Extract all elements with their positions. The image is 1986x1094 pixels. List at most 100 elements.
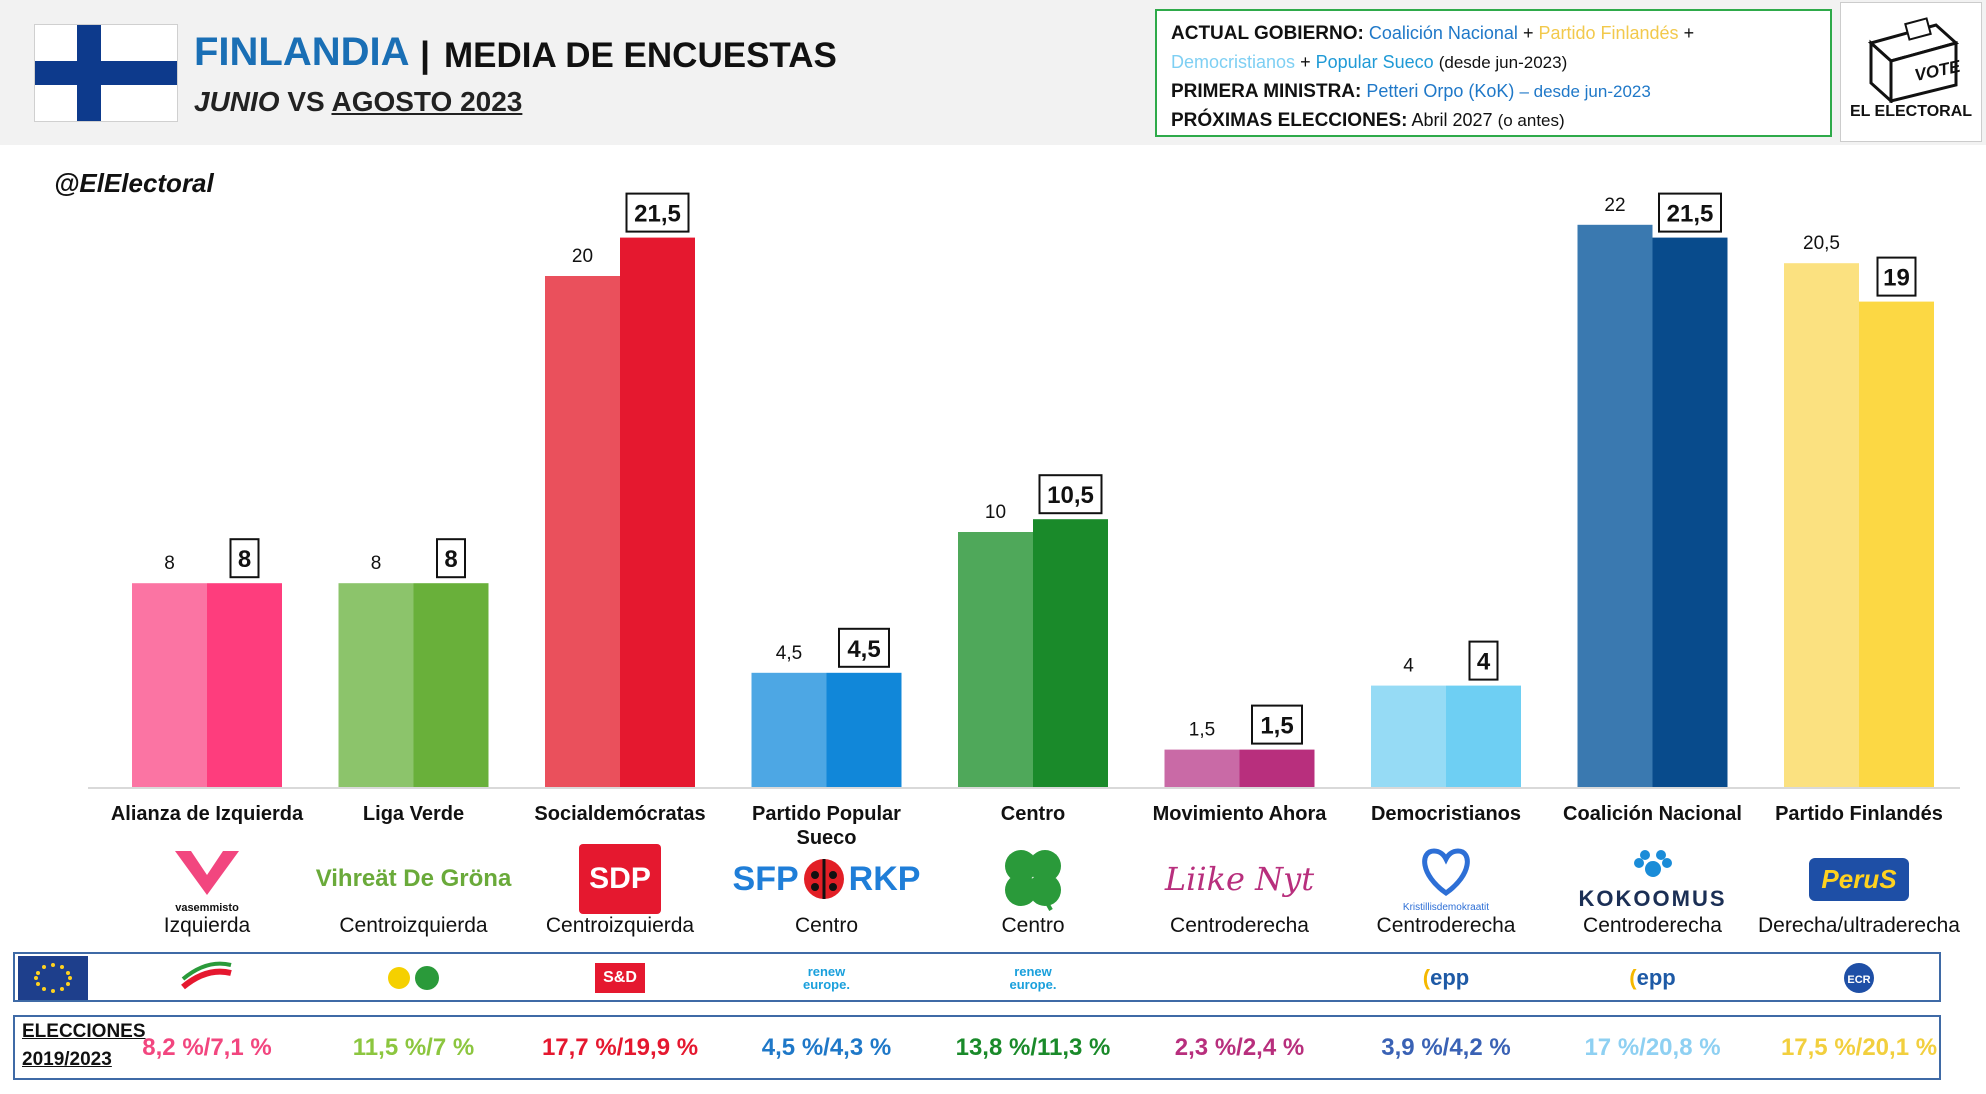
bar-junio — [132, 583, 207, 788]
gov-party-kok: Coalición Nacional — [1368, 23, 1518, 43]
party-name: Democristianos — [1370, 803, 1522, 825]
gov-party-kd: Democristianos — [1171, 52, 1296, 72]
party-ideology: Centroizquierda — [545, 914, 695, 937]
logo-text: vasemmisto — [175, 901, 239, 914]
gov-party-ps: Partido Finlandés — [1538, 23, 1679, 43]
bar-junio — [338, 583, 414, 788]
ballot-box-logo: VOTE — [1840, 2, 1982, 142]
pm-since: – desde jun-2023 — [1519, 82, 1651, 101]
eu-group-logo: S&D — [520, 958, 720, 998]
greens-group-icon — [387, 966, 439, 990]
clover-icon — [1005, 850, 1061, 911]
bar-chart: 8 8 8 8 20 21,5 4,5 4,5 10 10,5 1,5 1,5 4 4 22 21,5 20,5… — [88, 192, 1960, 789]
value-box-agosto — [1658, 192, 1722, 233]
bar-junio — [958, 532, 1033, 788]
gov-label: ACTUAL GOBIERNO: — [1171, 23, 1364, 44]
title-country: FINLANDIA — [194, 30, 410, 74]
bar-agosto — [1033, 519, 1108, 788]
value-label-junio: 8 — [371, 553, 382, 574]
party-logo: Vihreät De Gröna — [314, 843, 514, 915]
party-logo: vasemmisto — [107, 843, 307, 915]
logo-text: KOKOOMUS — [1578, 885, 1727, 911]
election-result: 17,7 %/19,9 % — [541, 1034, 699, 1061]
election-result: 4,5 %/4,3 % — [761, 1034, 892, 1061]
left-group-icon — [181, 961, 232, 990]
party-logo: KOKOOMUS — [1553, 843, 1753, 915]
bar-junio — [1577, 224, 1653, 789]
eu-group-text: S&D — [595, 963, 645, 993]
value-box-agosto — [1876, 256, 1917, 297]
party-logo: PeruS — [1759, 843, 1959, 915]
bar-agosto — [1652, 237, 1728, 789]
value-label-agosto: 8 — [444, 546, 457, 573]
value-label-agosto: 19 — [1883, 265, 1910, 292]
logo-text: Liike Nyt — [1164, 860, 1315, 898]
party-ideology: Centro — [1001, 914, 1065, 937]
party-ideology: Centroderecha — [1170, 914, 1309, 937]
eu-group-logo — [314, 958, 514, 998]
finland-flag-icon — [34, 24, 178, 122]
elections-label: ELECCIONES 2019/2023 — [22, 1018, 146, 1074]
ballot-box-icon: VOTE — [1867, 17, 1963, 105]
kd-heart-icon — [1422, 848, 1470, 897]
value-box-agosto — [229, 538, 260, 579]
plus-sign: + — [1300, 52, 1311, 72]
value-box-agosto — [436, 538, 466, 579]
title-separator: | — [420, 34, 431, 75]
value-label-agosto: 1,5 — [1260, 713, 1293, 740]
value-label-junio: 1,5 — [1189, 720, 1215, 741]
page-title: MEDIA DE ENCUESTAS — [444, 36, 837, 75]
next-election-note: (o antes) — [1497, 111, 1565, 130]
subtitle-vs: VS — [287, 86, 325, 117]
eu-group-text-a: renew — [1014, 964, 1052, 979]
value-label-junio: 22 — [1604, 195, 1625, 216]
logo-text: Kristillisdemokraatit — [1402, 902, 1490, 913]
eu-group-logo: (epp — [1346, 958, 1546, 998]
bar-agosto — [1859, 301, 1934, 788]
eu-group-logo — [1140, 958, 1340, 998]
gov-party-sfp: Popular Sueco — [1315, 52, 1434, 72]
party-ideology: Izquierda — [163, 914, 251, 937]
kokoomus-flower-icon — [1633, 849, 1672, 877]
eu-groups-row — [13, 952, 1941, 1002]
party-name: Movimiento Ahora — [1152, 803, 1327, 825]
party-logo: SDP — [520, 843, 720, 915]
value-box-agosto — [1468, 640, 1499, 681]
bar-junio — [1371, 685, 1446, 788]
subtitle-junio: JUNIO — [194, 86, 280, 117]
party-name: Liga Verde — [362, 803, 465, 825]
election-result: 17,5 %/20,1 % — [1780, 1034, 1938, 1061]
bar-agosto — [1239, 749, 1315, 788]
value-box-agosto — [625, 192, 690, 233]
pm-label: PRIMERA MINISTRA: — [1171, 81, 1362, 102]
party-ideology: Derecha/ultraderecha — [1758, 914, 1960, 937]
eu-group-logo: ECR — [1759, 958, 1959, 998]
logo-text: PeruS — [1809, 857, 1909, 901]
bar-agosto — [413, 583, 489, 788]
value-box-agosto — [1038, 474, 1103, 515]
election-result: 2,3 %/2,4 % — [1174, 1034, 1305, 1061]
bar-agosto — [620, 237, 695, 789]
twitter-handle: @ElElectoral — [54, 168, 214, 198]
party-ideology: Centroderecha — [1583, 914, 1722, 937]
eu-group-logo — [107, 958, 307, 998]
subtitle: JUNIO VS AGOSTO 2023 — [194, 86, 522, 118]
eu-group-logo: renew europe. — [933, 958, 1133, 998]
bar-junio — [1784, 263, 1859, 788]
vasemmisto-heart-icon — [175, 850, 239, 895]
next-election-value: Abril 2027 — [1411, 110, 1493, 130]
eu-group-text: (epp — [1629, 965, 1676, 990]
gov-since: (desde jun-2023) — [1438, 53, 1568, 72]
value-label-junio: 20,5 — [1803, 233, 1840, 254]
value-box-agosto — [1251, 704, 1303, 745]
party-name: Socialdemócratas — [534, 803, 706, 825]
value-label-agosto: 10,5 — [1047, 482, 1094, 509]
sdp-logo-icon: SDP — [579, 844, 661, 914]
bar-junio — [1164, 749, 1240, 788]
party-logo: SFP RKP — [727, 843, 927, 915]
brand-label: EL ELECTORAL — [1849, 103, 1973, 120]
election-result: 3,9 %/4,2 % — [1381, 1034, 1511, 1061]
party-ideology: Centroderecha — [1376, 914, 1516, 937]
election-result: 8,2 %/7,1 % — [142, 1034, 272, 1061]
bar-agosto — [207, 583, 282, 788]
